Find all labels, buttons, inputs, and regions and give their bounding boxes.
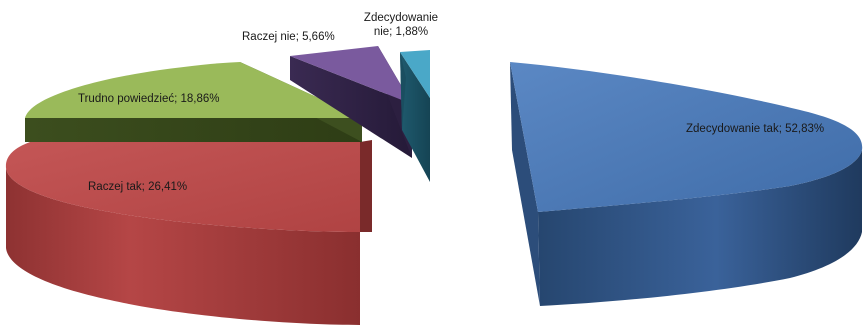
- pie-slice-edge: [400, 52, 406, 130]
- pie-slice-top: [5, 142, 360, 232]
- pie-slice-side: [290, 56, 412, 158]
- pie-slice-top: [25, 62, 362, 118]
- pie-slice-side: [400, 52, 430, 182]
- pie-slice-top: [510, 62, 863, 212]
- pie-slice-side: [25, 118, 362, 142]
- data-label-trudno-powiedziec: Trudno powiedzieć; 18,86%: [78, 93, 220, 105]
- pie-slice-top: [400, 50, 430, 98]
- pie-slice-edge: [510, 62, 540, 306]
- pie-slice-side: [538, 150, 862, 306]
- pie-slice-side: [6, 168, 360, 325]
- data-label-zdecydowanie-nie: Zdecydowanie nie; 1,88%: [363, 12, 439, 38]
- pie-slice-zdecydowanie-tak: [510, 62, 863, 306]
- pie-slice-zdecydowanie-nie: [400, 50, 430, 182]
- pie-slice-raczej-tak: [5, 140, 372, 325]
- pie-slice-top: [290, 46, 412, 104]
- pie-slice-edge: [360, 140, 372, 232]
- pie-slice-trudno-powiedziec: [25, 62, 362, 142]
- data-label-raczej-nie: Raczej nie; 5,66%: [242, 31, 335, 43]
- data-label-zdecydowanie-tak: Zdecydowanie tak; 52,83%: [686, 123, 825, 135]
- data-label-raczej-tak: Raczej tak; 26,41%: [88, 181, 188, 193]
